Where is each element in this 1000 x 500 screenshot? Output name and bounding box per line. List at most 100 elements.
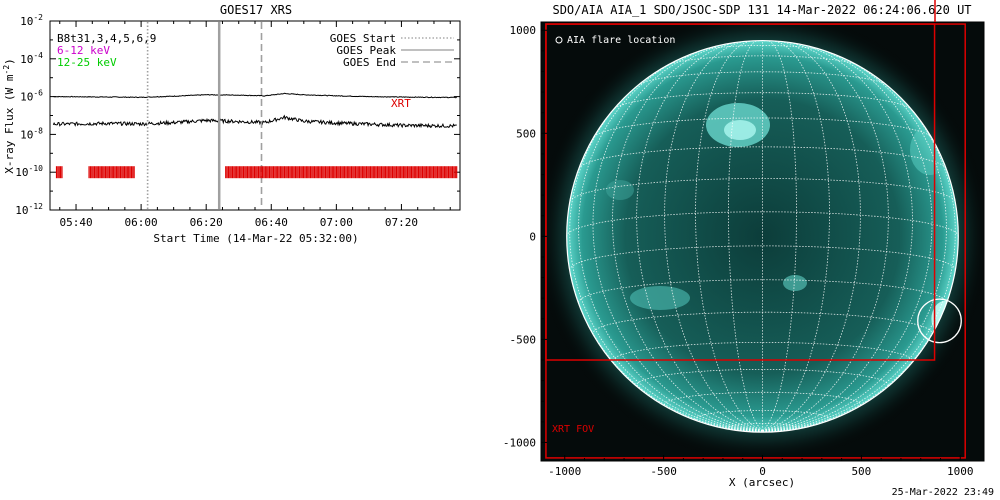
left-plot-frame bbox=[49, 20, 461, 211]
left-y-tick-label: 10-4 bbox=[20, 51, 43, 66]
xrt-fov-box bbox=[545, 23, 966, 459]
solar-disk bbox=[566, 40, 959, 433]
goes-marker-layer bbox=[146, 22, 263, 209]
tick-exponent: -12 bbox=[29, 202, 44, 211]
band1-label: 6-12 keV bbox=[57, 44, 110, 57]
active-region-southwest bbox=[630, 286, 690, 310]
active-region-south bbox=[783, 275, 807, 291]
right-y-tick-label: 500 bbox=[516, 127, 536, 140]
right-plot-title: SDO/AIA AIA_1 SDO/JSOC-SDP 131 14-Mar-20… bbox=[552, 3, 971, 17]
bat-label: B8t31,3,4,5,6,9 bbox=[57, 32, 156, 45]
left-y-tick-label: 10-2 bbox=[20, 13, 43, 28]
tick-exponent: -8 bbox=[33, 126, 43, 135]
flare-location-circle bbox=[917, 298, 962, 344]
grid-line bbox=[578, 51, 763, 431]
grid-line bbox=[695, 40, 763, 431]
right-y-tick-label: 1000 bbox=[510, 24, 537, 37]
tick-base: 10 bbox=[20, 128, 33, 141]
right-x-axis-ticks: -1000 -500 0 500 1000 bbox=[548, 455, 974, 478]
aia-image-content bbox=[541, 22, 984, 461]
footer-timestamp: 25-Mar-2022 23:49 bbox=[892, 487, 994, 498]
left-x-axis-label: Start Time (14-Mar-22 05:32:00) bbox=[153, 232, 358, 245]
left-x-tick-label: 06:40 bbox=[255, 216, 288, 229]
grid-line bbox=[762, 40, 830, 431]
left-y-tick-label: 10-6 bbox=[20, 89, 43, 104]
grid-line bbox=[636, 369, 889, 388]
left-x-tick-label: 05:40 bbox=[59, 216, 92, 229]
grid-line bbox=[592, 45, 763, 431]
grid-line bbox=[614, 92, 911, 109]
left-x-tick-label: 06:20 bbox=[190, 216, 223, 229]
right-y-tick-label: -500 bbox=[510, 333, 537, 346]
left-y-axis-label: X-ray Flux (W m-2) bbox=[2, 58, 16, 174]
goes-series-line bbox=[52, 114, 457, 129]
right-x-tick-label: 0 bbox=[759, 465, 766, 478]
grid-line bbox=[695, 410, 830, 422]
left-x-axis-ticks: 05:40 06:00 06:20 06:40 07:00 07:20 bbox=[59, 21, 451, 229]
xrt-fov-label: XRT FOV bbox=[552, 424, 594, 435]
right-y-axis-ticks: 1000 500 0 -500 -1000 bbox=[503, 24, 547, 449]
right-x-tick-label: 500 bbox=[851, 465, 871, 478]
grid-line bbox=[762, 40, 861, 431]
grid-line bbox=[636, 42, 763, 431]
left-x-tick-label: 07:00 bbox=[320, 216, 353, 229]
legend-goes-start: GOES Start bbox=[330, 32, 396, 45]
legend-goes-peak: GOES Peak bbox=[336, 44, 396, 57]
grid-line bbox=[762, 82, 956, 431]
xrt-interval-layer bbox=[55, 166, 458, 179]
right-x-axis-label: X (arcsec) bbox=[729, 476, 795, 489]
grid-line bbox=[762, 40, 797, 431]
flare-legend-symbol bbox=[555, 36, 563, 44]
left-x-tick-label: 06:00 bbox=[125, 216, 158, 229]
heliographic-grid bbox=[566, 40, 959, 433]
left-y-label-exp: -2 bbox=[2, 65, 11, 75]
active-region-north-core bbox=[724, 120, 756, 140]
solar-limb bbox=[566, 39, 959, 433]
grid-line bbox=[728, 40, 763, 431]
band2-label: 12-25 keV bbox=[57, 56, 117, 69]
left-plot-title: GOES17 XRS bbox=[220, 3, 292, 17]
tick-base: 10 bbox=[20, 53, 33, 66]
left-y-label-main: X-ray Flux (W m bbox=[3, 74, 16, 174]
grid-line bbox=[762, 45, 933, 431]
left-y-tick-label: 10-8 bbox=[20, 126, 43, 141]
flare-legend-label: AIA flare location bbox=[567, 35, 675, 46]
grid-line bbox=[762, 51, 947, 431]
grid-line bbox=[664, 40, 763, 431]
tick-base: 10 bbox=[20, 15, 33, 28]
grid-line bbox=[612, 342, 913, 364]
goes-legend: GOES Start GOES Peak GOES End bbox=[330, 32, 454, 69]
tick-base: 10 bbox=[20, 91, 33, 104]
right-x-tick-label: -1000 bbox=[548, 465, 581, 478]
xrt-fov-boxes bbox=[545, 23, 966, 459]
right-y-tick-label: 0 bbox=[529, 230, 536, 243]
grid-line bbox=[664, 391, 861, 408]
grid-line bbox=[762, 42, 889, 431]
tick-base: 10 bbox=[15, 166, 28, 179]
left-y-label-close: ) bbox=[3, 58, 16, 65]
tick-base: 10 bbox=[15, 204, 28, 217]
right-y-tick-label: -1000 bbox=[503, 436, 536, 449]
grid-line bbox=[578, 279, 947, 303]
left-y-tick-label: 10-10 bbox=[15, 164, 43, 179]
grid-line bbox=[699, 45, 826, 52]
active-region-east bbox=[606, 180, 634, 200]
goes-series-layer bbox=[52, 92, 457, 129]
tick-exponent: -2 bbox=[33, 13, 43, 22]
aia-image-plot: SDO/AIA AIA_1 SDO/JSOC-SDP 131 14-Mar-20… bbox=[503, 0, 985, 489]
tick-exponent: -10 bbox=[29, 164, 44, 173]
goes-series-line bbox=[53, 92, 457, 99]
left-y-tick-label: 10-12 bbox=[15, 202, 43, 217]
grid-line bbox=[578, 146, 947, 169]
right-x-tick-label: 1000 bbox=[947, 465, 974, 478]
tick-exponent: -4 bbox=[33, 51, 43, 60]
left-x-tick-label: 07:20 bbox=[385, 216, 418, 229]
grid-line bbox=[569, 82, 763, 431]
xrt-label: XRT bbox=[391, 97, 411, 110]
legend-goes-end: GOES End bbox=[343, 56, 396, 69]
right-x-tick-label: -500 bbox=[650, 465, 677, 478]
tick-exponent: -6 bbox=[33, 89, 43, 98]
